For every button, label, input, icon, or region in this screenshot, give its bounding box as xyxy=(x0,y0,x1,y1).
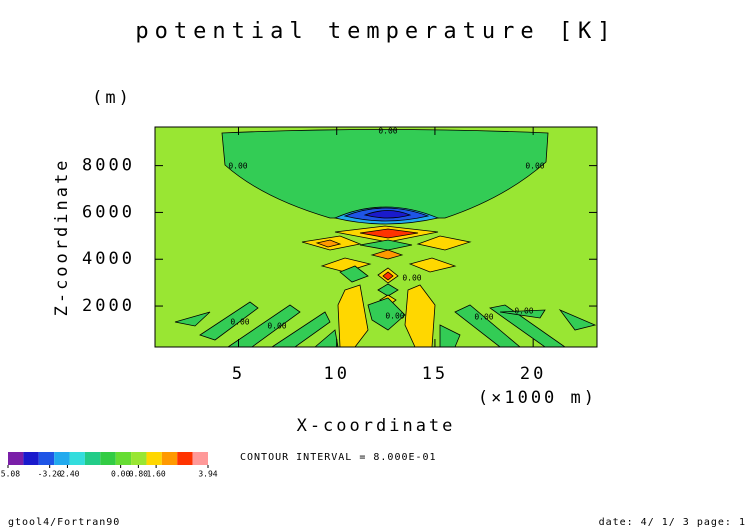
y-unit: (m) xyxy=(92,88,132,108)
colorbar-swatch xyxy=(146,452,162,465)
colorbar-swatch xyxy=(115,452,132,465)
colorbar-swatch xyxy=(177,452,193,465)
contour-label: 0.00 xyxy=(402,274,421,283)
x-tick-label: 10 xyxy=(323,364,349,384)
colorbar-swatch xyxy=(69,452,85,465)
x-tick-label: 20 xyxy=(520,364,546,384)
contour-labels: 0.00 0.00 0.00 0.00 0.00 0.00 0.00 0.00 … xyxy=(228,127,544,331)
contour-label: 0.00 xyxy=(514,307,533,316)
colorbar-swatch xyxy=(54,452,70,465)
footer-right: date: 4/ 1/ 3 page: 1 xyxy=(599,517,746,528)
x-axis-label: X-coordinate xyxy=(297,416,456,436)
x-unit: (×1000 m) xyxy=(478,388,597,408)
contour-label: 0.00 xyxy=(378,127,397,136)
y-tick-label: 6000 xyxy=(82,202,135,222)
contour-interval: CONTOUR INTERVAL = 8.000E-01 xyxy=(240,452,437,463)
contour-label: 0.00 xyxy=(228,162,247,171)
colorbar-label: 1.60 xyxy=(146,470,165,479)
footer-left: gtool4/Fortran90 xyxy=(8,517,120,528)
y-tick-label: 8000 xyxy=(82,156,135,176)
x-tick-label: 5 xyxy=(232,364,245,384)
contour-label: 0.00 xyxy=(474,313,493,322)
colorbar-label: -3.20 xyxy=(38,470,62,479)
colorbar-label: 3.94 xyxy=(198,470,217,479)
contour-label: 0.00 xyxy=(267,322,286,331)
contour-label: 0.00 xyxy=(385,312,404,321)
contour-label: 0.00 xyxy=(525,162,544,171)
colorbar-label: -2.40 xyxy=(55,470,79,479)
colorbar-swatch xyxy=(192,452,208,465)
x-tick-label: 15 xyxy=(422,364,448,384)
colorbar-label: 0.80 xyxy=(129,470,148,479)
colorbar-swatch xyxy=(38,452,55,465)
colorbar-swatch xyxy=(23,452,39,465)
chart-title: potential temperature [K] xyxy=(135,19,616,44)
colorbar-swatch xyxy=(131,452,147,465)
colorbar-swatch xyxy=(100,452,116,465)
contour-label: 0.00 xyxy=(230,318,249,327)
y-axis-label: Z-coordinate xyxy=(52,158,72,317)
colorbar-label: -5.08 xyxy=(0,470,20,479)
colorbar-swatch xyxy=(8,452,24,465)
colorbar-label: 0.00 xyxy=(111,470,130,479)
colorbar-swatch xyxy=(161,452,178,465)
contour-field xyxy=(154,126,598,348)
y-tick-label: 4000 xyxy=(82,249,135,269)
y-tick-label: 2000 xyxy=(82,296,135,316)
colorbar-swatch xyxy=(84,452,101,465)
